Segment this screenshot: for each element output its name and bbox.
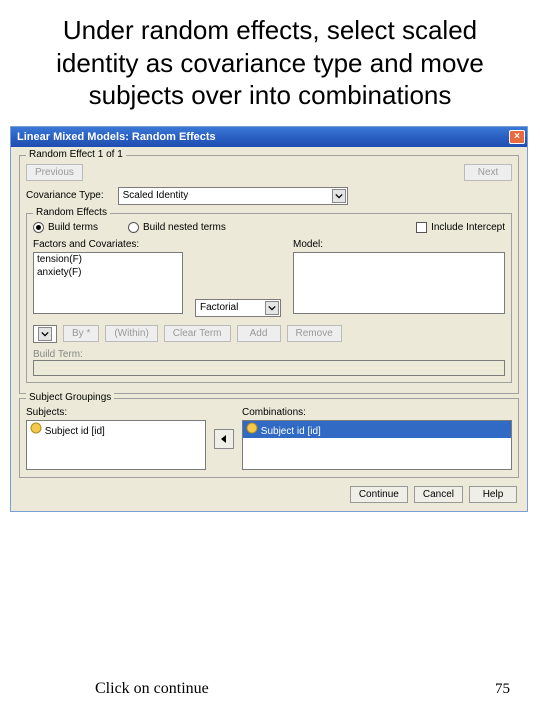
list-item[interactable]: Subject id [id] — [27, 421, 205, 438]
term-type-dropdown[interactable] — [33, 325, 57, 343]
continue-button[interactable]: Continue — [350, 486, 408, 503]
random-effects-inner-legend: Random Effects — [33, 207, 110, 218]
model-label: Model: — [293, 239, 505, 250]
move-left-button[interactable] — [214, 429, 234, 449]
random-effects-inner-group: Random Effects Build terms Build nested … — [26, 213, 512, 383]
triangle-left-icon — [219, 434, 229, 444]
build-nested-radio[interactable]: Build nested terms — [128, 222, 226, 233]
radio-icon — [128, 222, 139, 233]
chevron-down-icon — [332, 189, 346, 203]
help-button[interactable]: Help — [469, 486, 517, 503]
checkbox-icon — [416, 222, 427, 233]
list-item[interactable]: anxiety(F) — [34, 266, 182, 279]
factors-label: Factors and Covariates: — [33, 239, 183, 250]
subject-groupings-group: Subject Groupings Subjects: Subject id [… — [19, 398, 519, 478]
cancel-button[interactable]: Cancel — [414, 486, 463, 503]
random-effect-group: Random Effect 1 of 1 Previous Next Covar… — [19, 155, 519, 394]
covariance-label: Covariance Type: — [26, 190, 104, 201]
slide-footnote: Click on continue — [95, 680, 209, 698]
interaction-dropdown[interactable]: Factorial — [195, 299, 281, 317]
dialog-button-bar: Continue Cancel Help — [19, 482, 519, 505]
dialog-window: Linear Mixed Models: Random Effects × Ra… — [10, 126, 528, 512]
model-listbox[interactable] — [293, 252, 505, 314]
build-term-label: Build Term: — [33, 349, 83, 360]
factors-listbox[interactable]: tension(F) anxiety(F) — [33, 252, 183, 314]
close-icon[interactable]: × — [509, 130, 525, 144]
remove-button[interactable]: Remove — [287, 325, 342, 342]
add-button[interactable]: Add — [237, 325, 281, 342]
titlebar: Linear Mixed Models: Random Effects × — [11, 127, 527, 147]
slide-title: Under random effects, select scaled iden… — [0, 0, 540, 122]
covariance-value: Scaled Identity — [123, 190, 189, 201]
within-button[interactable]: (Within) — [105, 325, 157, 342]
variable-icon — [30, 422, 42, 434]
build-nested-label: Build nested terms — [143, 222, 226, 233]
covariance-dropdown[interactable]: Scaled Identity — [118, 187, 348, 205]
combinations-listbox[interactable]: Subject id [id] — [242, 420, 512, 470]
dialog-title: Linear Mixed Models: Random Effects — [17, 131, 216, 143]
list-item[interactable]: Subject id [id] — [243, 421, 511, 438]
radio-icon — [33, 222, 44, 233]
by-button[interactable]: By * — [63, 325, 99, 342]
interaction-value: Factorial — [200, 302, 238, 313]
combinations-item-label: Subject id [id] — [261, 426, 321, 437]
build-terms-radio[interactable]: Build terms — [33, 222, 98, 233]
include-intercept-checkbox[interactable]: Include Intercept — [416, 222, 505, 233]
subjects-label: Subjects: — [26, 407, 206, 418]
list-item[interactable]: tension(F) — [34, 253, 182, 266]
previous-button[interactable]: Previous — [26, 164, 83, 181]
combinations-label: Combinations: — [242, 407, 512, 418]
chevron-down-icon — [38, 327, 52, 341]
clear-term-button[interactable]: Clear Term — [164, 325, 231, 342]
page-number: 75 — [495, 681, 510, 698]
random-effect-legend: Random Effect 1 of 1 — [26, 149, 126, 160]
subjects-item-label: Subject id [id] — [45, 426, 105, 437]
include-intercept-label: Include Intercept — [431, 222, 505, 233]
chevron-down-icon — [265, 301, 279, 315]
next-button[interactable]: Next — [464, 164, 512, 181]
build-terms-label: Build terms — [48, 222, 98, 233]
build-term-field — [33, 360, 505, 376]
variable-icon — [246, 422, 258, 434]
subjects-listbox[interactable]: Subject id [id] — [26, 420, 206, 470]
subject-groupings-legend: Subject Groupings — [26, 392, 114, 403]
